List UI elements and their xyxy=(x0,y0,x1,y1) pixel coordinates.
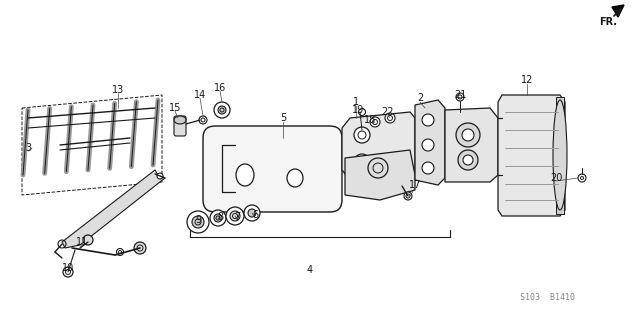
Text: 8: 8 xyxy=(217,212,223,222)
Text: 19: 19 xyxy=(352,105,364,115)
Circle shape xyxy=(83,235,93,245)
Polygon shape xyxy=(62,170,165,248)
Circle shape xyxy=(354,127,370,143)
Circle shape xyxy=(248,209,256,217)
Circle shape xyxy=(214,102,230,118)
Text: 15: 15 xyxy=(169,103,181,113)
Circle shape xyxy=(187,211,209,233)
Circle shape xyxy=(157,173,163,179)
Circle shape xyxy=(422,162,434,174)
Circle shape xyxy=(134,242,146,254)
Circle shape xyxy=(230,211,240,221)
Circle shape xyxy=(458,150,478,170)
FancyBboxPatch shape xyxy=(174,116,186,136)
Polygon shape xyxy=(345,150,415,200)
Ellipse shape xyxy=(553,100,567,210)
Polygon shape xyxy=(342,112,415,180)
Polygon shape xyxy=(445,108,498,182)
Text: 7: 7 xyxy=(234,212,240,222)
Circle shape xyxy=(354,154,370,170)
Circle shape xyxy=(214,214,222,222)
Circle shape xyxy=(462,129,474,141)
Text: 16: 16 xyxy=(214,83,226,93)
Polygon shape xyxy=(612,5,624,17)
Text: 4: 4 xyxy=(307,265,313,275)
Text: 20: 20 xyxy=(550,173,562,183)
Text: 22: 22 xyxy=(381,107,394,117)
Text: 1: 1 xyxy=(353,97,359,107)
Text: 9: 9 xyxy=(195,215,201,225)
Circle shape xyxy=(192,216,204,228)
Circle shape xyxy=(422,139,434,151)
Text: FR.: FR. xyxy=(599,17,617,27)
Text: 2: 2 xyxy=(417,93,423,103)
Circle shape xyxy=(370,117,380,127)
Circle shape xyxy=(404,192,412,200)
Ellipse shape xyxy=(287,169,303,187)
Circle shape xyxy=(244,205,260,221)
Circle shape xyxy=(218,106,226,114)
Polygon shape xyxy=(415,100,445,185)
Text: 13: 13 xyxy=(112,85,124,95)
Text: S103  B1410: S103 B1410 xyxy=(520,293,575,302)
Text: 18: 18 xyxy=(364,115,376,125)
Circle shape xyxy=(456,123,480,147)
Ellipse shape xyxy=(174,116,186,124)
Text: 10: 10 xyxy=(62,263,74,273)
Text: 12: 12 xyxy=(521,75,533,85)
FancyBboxPatch shape xyxy=(203,126,342,212)
Circle shape xyxy=(199,116,207,124)
Polygon shape xyxy=(498,95,565,216)
Text: 14: 14 xyxy=(194,90,206,100)
Circle shape xyxy=(385,113,395,123)
Circle shape xyxy=(463,155,473,165)
Circle shape xyxy=(422,114,434,126)
Text: 21: 21 xyxy=(454,90,466,100)
Circle shape xyxy=(358,108,365,115)
Circle shape xyxy=(368,158,388,178)
Circle shape xyxy=(210,210,226,226)
Text: 5: 5 xyxy=(280,113,286,123)
Bar xyxy=(556,97,564,214)
Text: 6: 6 xyxy=(252,210,258,220)
Ellipse shape xyxy=(236,164,254,186)
Circle shape xyxy=(226,207,244,225)
Text: 3: 3 xyxy=(25,143,31,153)
Text: 11: 11 xyxy=(76,237,88,247)
Text: 17: 17 xyxy=(409,180,421,190)
